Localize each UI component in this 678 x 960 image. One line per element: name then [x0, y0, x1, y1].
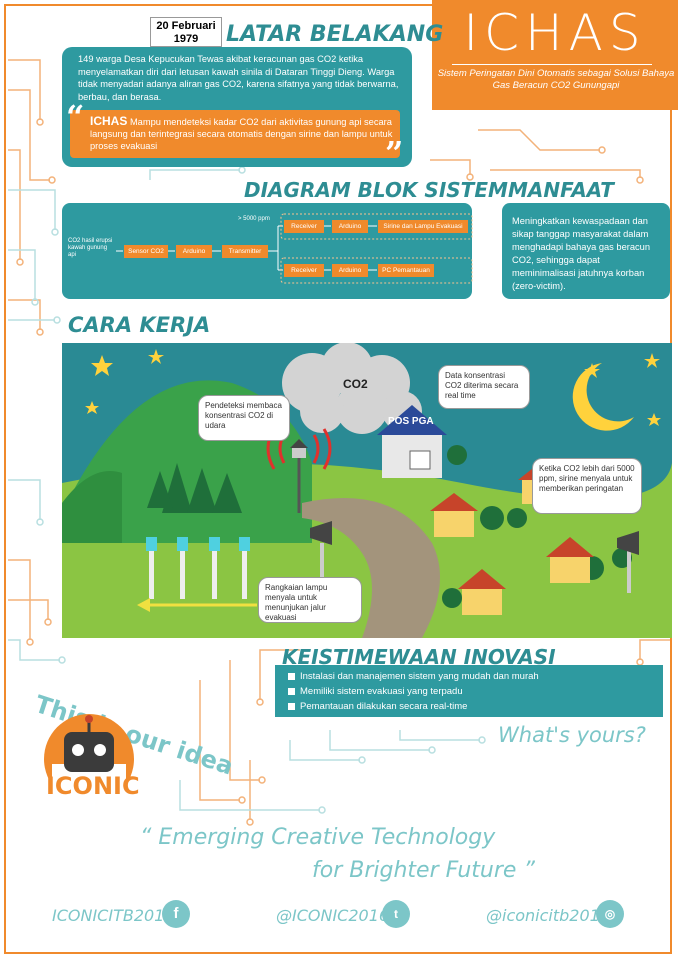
manfaat-panel	[502, 203, 670, 299]
co2-cloud-label: CO2	[343, 377, 368, 391]
pos-pga-label: POS PGA	[388, 416, 434, 427]
manfaat-heading: MANFAAT	[508, 178, 614, 202]
quote-name: ICHAS	[90, 114, 128, 128]
logo-text: ICONIC	[46, 772, 140, 800]
block-receiver-2: Receiver	[284, 264, 324, 277]
callout-siren: Ketika CO2 lebih dari 5000 ppm, sirine m…	[532, 458, 642, 514]
moon-icon	[572, 363, 634, 431]
whats-yours-text: What's yours?	[498, 723, 646, 747]
cara-kerja-heading: CARA KERJA	[68, 313, 211, 337]
diagram-input-label: CO2 hasil erupsi kawah gunung api	[68, 238, 113, 258]
callout-lamp: Rangkaian lampu menyala untuk menunjukan…	[258, 577, 362, 623]
instagram-handle[interactable]: @iconicitb2016	[486, 906, 611, 925]
instagram-icon[interactable]: ◎	[596, 900, 624, 928]
threshold-label: > 5000 ppm	[238, 216, 270, 222]
siren-icon	[310, 521, 332, 545]
date-badge: 20 Februari 1979	[150, 17, 222, 47]
open-quote-icon: “	[66, 98, 85, 136]
callout-sensor: Pendeteksi membaca konsentrasi CO2 di ud…	[198, 395, 290, 441]
poster-title: ICHAS	[463, 4, 647, 62]
lamp-icons	[146, 537, 250, 599]
tagline-line-2: for Brighter Future ”	[312, 858, 535, 883]
latar-belakang-heading: LATAR BELAKANG	[226, 22, 444, 47]
twitter-handle[interactable]: @ICONIC2016	[276, 906, 390, 925]
block-pc: PC Pemantauan	[378, 264, 434, 277]
block-sirine: Sirine dan Lampu Evakuasi	[378, 220, 468, 233]
manfaat-text: Meningkatkan kewaspadaan dan sikap tangg…	[512, 216, 651, 291]
close-quote-icon: ”	[385, 134, 404, 172]
robot-icon	[64, 732, 114, 772]
keistimewaan-item: Pemantauan dilakukan secara real-time	[288, 701, 467, 712]
latar-belakang-paragraph: 149 warga Desa Kepucukan Tewas akibat ke…	[78, 54, 399, 102]
callout-data: Data konsentrasi CO2 diterima secara rea…	[438, 365, 530, 409]
diagram-heading: DIAGRAM BLOK SISTEM	[244, 178, 508, 202]
keistimewaan-item: Memiliki sistem evakuasi yang terpadu	[288, 686, 463, 697]
twitter-icon[interactable]: t	[382, 900, 410, 928]
block-arduino-1: Arduino	[176, 245, 212, 258]
block-arduino-2: Arduino	[332, 220, 368, 233]
poster-subtitle: Sistem Peringatan Dini Otomatis sebagai …	[437, 68, 675, 91]
diagram-arrows	[116, 213, 473, 284]
title-divider	[452, 64, 652, 65]
block-arduino-3: Arduino	[332, 264, 368, 277]
block-sensor: Sensor CO2	[124, 245, 168, 258]
tagline-line-1: “ Emerging Creative Technology	[140, 825, 496, 850]
facebook-icon[interactable]: f	[162, 900, 190, 928]
iconic-logo	[44, 714, 134, 808]
title-box	[432, 0, 678, 110]
keistimewaan-item: Instalasi dan manajemen sistem yang muda…	[288, 671, 539, 682]
block-receiver-1: Receiver	[284, 220, 324, 233]
facebook-handle[interactable]: ICONICITB2016	[52, 906, 175, 925]
evacuation-road	[302, 498, 440, 638]
block-transmitter: Transmitter	[222, 245, 268, 258]
cara-kerja-illustration: CO2 POS PGA Pendeteksi membaca konsentra…	[62, 343, 672, 638]
ichas-quote: ICHAS Mampu mendeteksi kadar CO2 dari ak…	[90, 115, 398, 152]
ichas-quote-panel	[70, 110, 400, 158]
quote-text: Mampu mendeteksi kadar CO2 dari aktivita…	[90, 117, 393, 151]
tree-icons	[147, 463, 242, 513]
siren-icon-2	[617, 531, 639, 555]
